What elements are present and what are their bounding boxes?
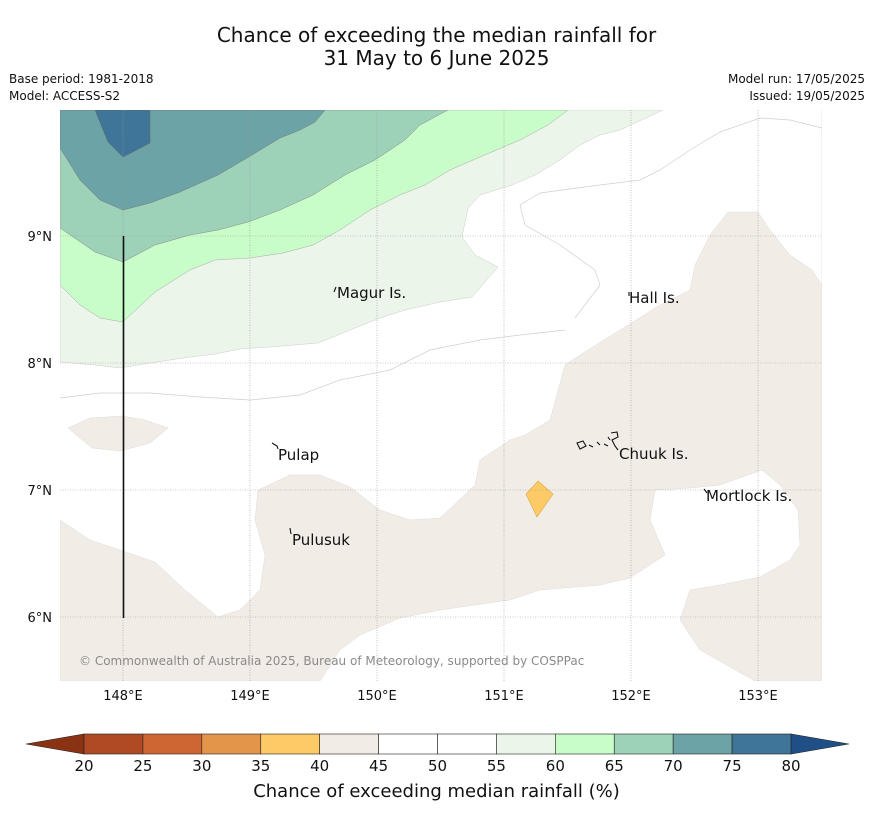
lat-tick: 7°N [28, 484, 53, 499]
colorbar-tick: 20 [74, 757, 93, 775]
lat-tick: 8°N [28, 357, 53, 372]
colorbar-tick: 75 [723, 757, 742, 775]
model-run: Model run: 17/05/2025 [727, 72, 865, 86]
pulusuk-island [289, 527, 292, 535]
contour-line [519, 117, 822, 319]
map-grid [60, 110, 822, 681]
colorbar-tick: 50 [428, 757, 447, 775]
lon-tick: 153°E [738, 689, 778, 704]
place-labels: Magur Is. Hall Is. Pulap Chuuk Is. Pulus… [278, 284, 792, 549]
colorbar-under-arrow [25, 733, 85, 755]
contour-40-45-west [67, 415, 169, 452]
issued-date: Issued: 19/05/2025 [749, 89, 865, 103]
colorbar-segment [672, 733, 733, 755]
lon-tick: 149°E [230, 689, 270, 704]
lon-tick: 150°E [357, 689, 397, 704]
place-label: Chuuk Is. [619, 445, 688, 463]
colorbar-segment [378, 733, 438, 755]
colorbar-segment [319, 733, 379, 755]
island-outlines [271, 286, 708, 535]
contour-line [60, 329, 566, 401]
contour-40-45-east [60, 110, 822, 681]
colorbar-segment [613, 733, 674, 755]
colorbar-tick: 65 [605, 757, 624, 775]
colorbar-segment [83, 733, 144, 755]
magur-island [333, 286, 337, 293]
place-label: Mortlock Is. [706, 487, 792, 505]
colorbar-segment [437, 733, 497, 755]
colorbar-tick: 40 [310, 757, 329, 775]
colorbar-tick: 55 [487, 757, 506, 775]
base-period: Base period: 1981-2018 [9, 72, 154, 86]
colorbar-segment [201, 733, 262, 755]
lat-tick: 9°N [28, 230, 53, 245]
lat-tick: 6°N [28, 611, 53, 626]
colorbar-tick: 30 [192, 757, 211, 775]
chuuk-islands [576, 431, 619, 451]
lon-tick: 148°E [103, 689, 143, 704]
colorbar-tick: 80 [781, 757, 800, 775]
place-label: Pulap [278, 446, 319, 464]
colorbar-tick: 60 [546, 757, 565, 775]
rainfall-contours: Magur Is. Hall Is. Pulap Chuuk Is. Pulus… [60, 110, 822, 681]
lon-tick-labels: 148°E 149°E 150°E 151°E 152°E 153°E [103, 689, 778, 704]
colorbar-tick: 35 [251, 757, 270, 775]
colorbar-tick: 25 [133, 757, 152, 775]
lon-tick: 151°E [484, 689, 524, 704]
place-label: Magur Is. [337, 284, 406, 302]
colorbar-tick: 45 [369, 757, 388, 775]
model-name: Model: ACCESS-S2 [9, 89, 121, 103]
contour-75-80 [94, 110, 151, 158]
colorbar-segment [555, 733, 615, 755]
colorbar-segment [142, 733, 203, 755]
colorbar-over-arrow [790, 733, 850, 755]
colorbar-segment [496, 733, 556, 755]
meta-right: Model run: 17/05/2025 Issued: 19/05/2025 [728, 71, 865, 105]
colorbar-label: Chance of exceeding median rainfall (%) [253, 781, 620, 802]
mortlock-island [703, 488, 708, 494]
colorbar: 20 25 30 35 40 45 50 55 60 65 70 75 80 [25, 733, 850, 775]
pulap-island [271, 442, 279, 450]
lat-tick-labels: 9°N 8°N 7°N 6°N [28, 230, 53, 626]
meta-left: Base period: 1981-2018 Model: ACCESS-S2 [9, 71, 154, 105]
place-label: Pulusuk [292, 531, 350, 549]
place-label: Hall Is. [629, 289, 680, 307]
chart-title-line1: Chance of exceeding the median rainfall … [216, 23, 657, 47]
lon-tick: 152°E [611, 689, 651, 704]
copyright-text: © Commonwealth of Australia 2025, Bureau… [79, 654, 584, 668]
colorbar-segment [731, 733, 792, 755]
colorbar-tick: 70 [664, 757, 683, 775]
chart-title-line2: 31 May to 6 June 2025 [323, 46, 550, 70]
colorbar-segment [260, 733, 320, 755]
